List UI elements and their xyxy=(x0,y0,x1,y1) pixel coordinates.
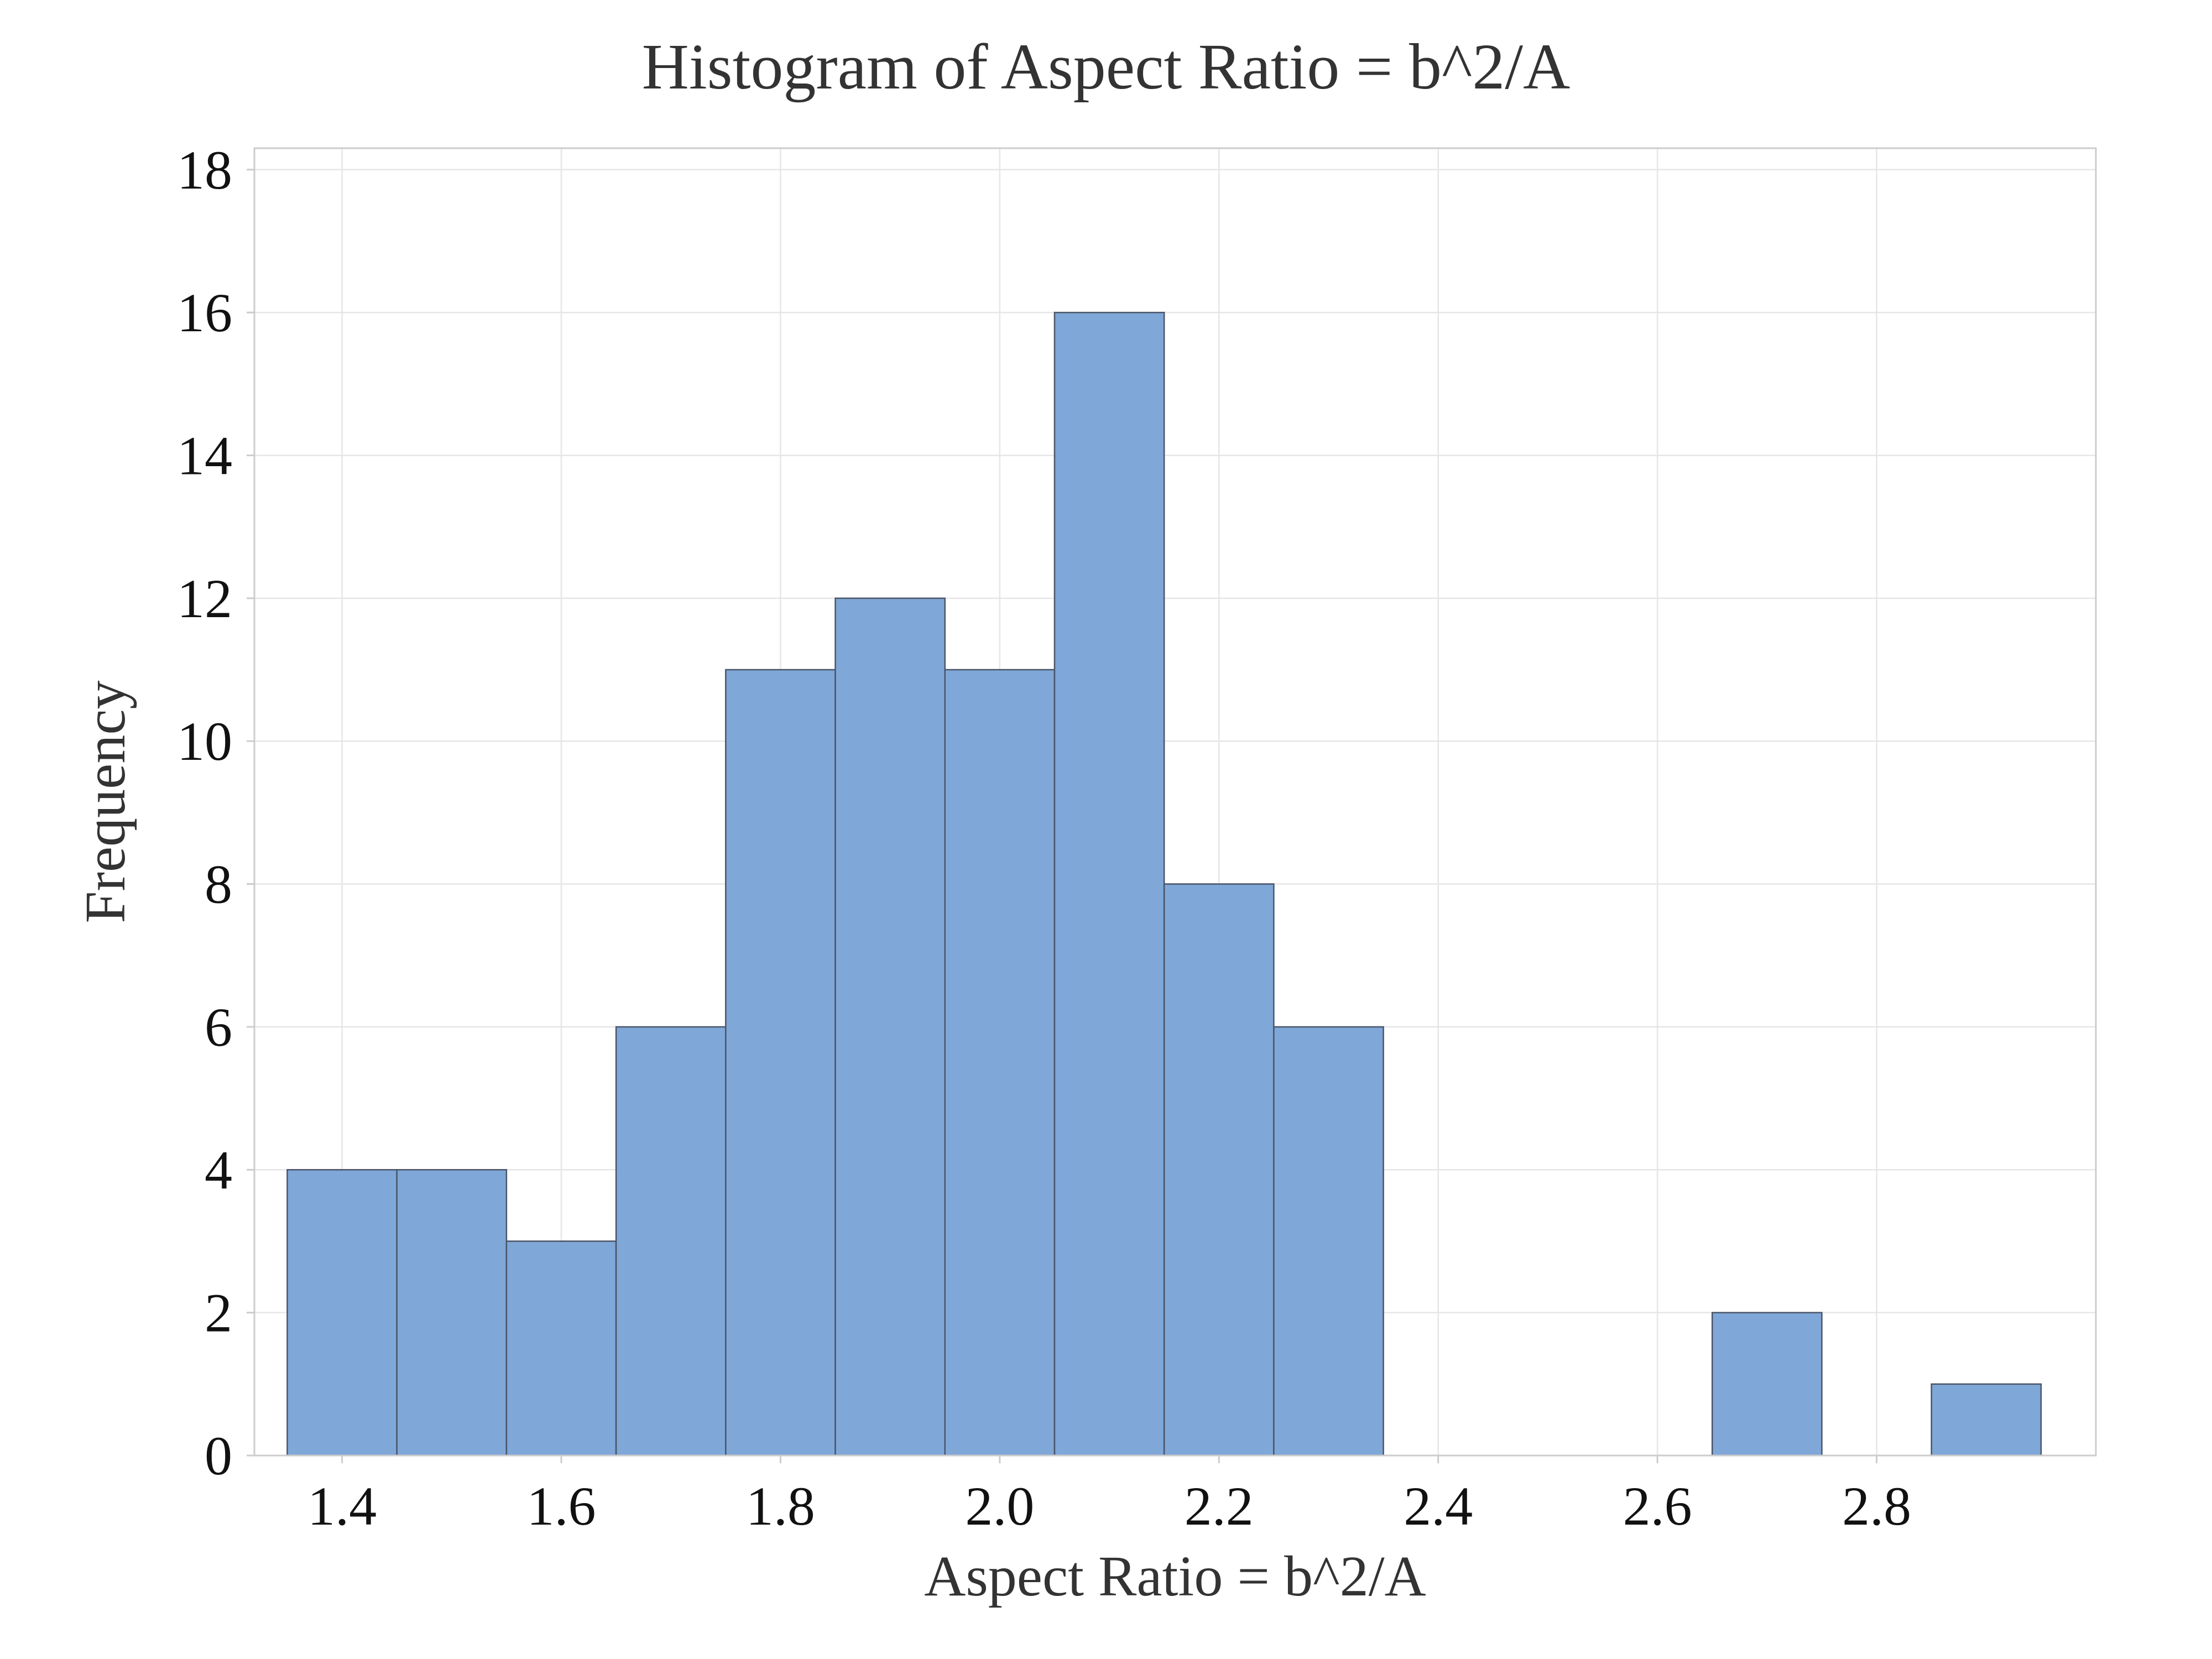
histogram-bar xyxy=(396,1169,508,1457)
y-tick-label: 8 xyxy=(205,854,232,915)
y-tick-label: 16 xyxy=(177,282,232,343)
y-tick-label: 6 xyxy=(205,997,232,1058)
y-axis-label: Frequency xyxy=(74,681,137,924)
histogram-bar xyxy=(1163,883,1275,1457)
histogram-bar xyxy=(1053,311,1165,1457)
y-tick-label: 12 xyxy=(177,568,232,629)
x-tick-label: 2.2 xyxy=(1185,1475,1254,1537)
histogram-bar xyxy=(944,669,1056,1457)
histogram-bar xyxy=(1273,1026,1384,1457)
x-tick-label: 1.4 xyxy=(307,1475,377,1537)
histogram-bar xyxy=(286,1169,398,1457)
x-tick-label: 2.4 xyxy=(1404,1475,1473,1537)
x-tick-label: 2.6 xyxy=(1623,1475,1692,1537)
x-tick-label: 2.8 xyxy=(1842,1475,1911,1537)
x-axis-label: Aspect Ratio = b^2/A xyxy=(924,1545,1426,1608)
plot-frame xyxy=(253,147,2097,1457)
histogram-bar xyxy=(725,669,836,1457)
y-tick-label: 14 xyxy=(177,425,232,486)
y-tick-label: 4 xyxy=(205,1139,232,1201)
y-tick-label: 18 xyxy=(177,139,232,201)
chart-title: Histogram of Aspect Ratio = b^2/A xyxy=(642,30,1571,103)
y-tick-label: 2 xyxy=(205,1282,232,1344)
x-tick-label: 1.8 xyxy=(746,1475,815,1537)
ticks-layer: 1.4 1.6 1.8 2.0 2.2 2.4 2.6 2.8 0 2 4 6 8 10 12 14 16 18 xyxy=(177,139,1911,1537)
histogram-bar xyxy=(505,1240,617,1457)
x-tick-label: 2.0 xyxy=(965,1475,1034,1537)
y-tick-label: 10 xyxy=(177,711,232,772)
y-tick-label: 0 xyxy=(205,1425,232,1486)
x-tick-label: 1.6 xyxy=(527,1475,596,1537)
bars-layer xyxy=(286,311,2042,1457)
histogram-bar xyxy=(834,597,946,1457)
histogram-bar xyxy=(1712,1312,1823,1457)
histogram-bar xyxy=(1931,1383,2042,1457)
histogram-bar xyxy=(615,1026,727,1457)
